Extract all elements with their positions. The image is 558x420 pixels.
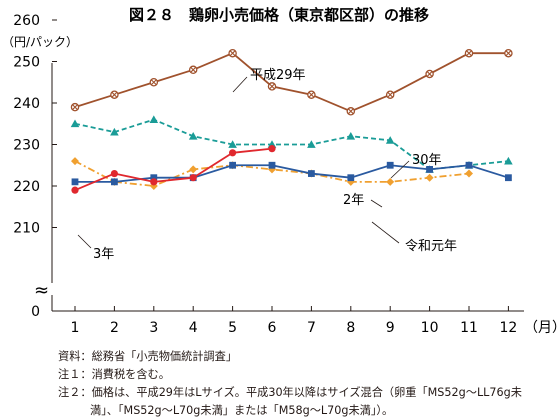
chart-title: 図２８ 鶏卵小売価格（東京都区部）の推移 — [129, 6, 429, 24]
note-1: 注１：消費税を含む。 — [58, 368, 170, 381]
data-point — [504, 48, 513, 58]
series-0 — [70, 48, 513, 116]
axis-break-gap — [44, 283, 58, 295]
data-point — [307, 90, 316, 99]
chart-notes: 資料：総務省「小売物価統計調査」 注１：消費税を含む。 注２：価格は、平成29年… — [58, 348, 553, 420]
x-tick-label: 1 — [71, 320, 80, 336]
series-line — [74, 118, 509, 171]
x-tick-label: 4 — [189, 320, 198, 336]
data-point — [229, 149, 237, 157]
data-point — [386, 161, 394, 169]
series-3 — [71, 161, 512, 186]
annotation-pointer-30 — [390, 160, 410, 179]
data-point — [189, 174, 197, 182]
data-point — [465, 169, 473, 178]
data-point — [150, 178, 158, 186]
y-tick-label: 220 — [13, 179, 40, 195]
data-point — [385, 136, 395, 144]
data-point — [425, 173, 434, 182]
x-tick-label: 10 — [421, 320, 439, 336]
series-line — [74, 147, 273, 191]
annotation-pointer-h29 — [232, 76, 248, 93]
data-point — [267, 82, 277, 91]
y-tick-label: 210 — [13, 221, 40, 237]
data-point — [386, 177, 395, 186]
data-point — [347, 174, 355, 182]
data-point — [426, 166, 433, 173]
data-point — [188, 132, 198, 140]
x-tick-label: 3 — [149, 320, 158, 336]
y-tick-label: 260 — [13, 13, 40, 29]
x-tick-label: 8 — [346, 320, 355, 336]
data-point — [346, 107, 356, 116]
data-point — [70, 119, 80, 128]
data-point — [149, 115, 159, 123]
data-point — [188, 65, 198, 75]
data-point — [71, 178, 79, 186]
data-point — [307, 140, 316, 148]
series-line — [74, 52, 509, 113]
data-point — [110, 127, 119, 136]
x-axis-unit-label: （月） — [524, 320, 558, 336]
series-4 — [71, 145, 276, 194]
y-tick-label: 250 — [13, 55, 40, 71]
annotations: 平成29年 30年 2年 令和元年 3年 — [77, 68, 457, 262]
annotation-pointer-3 — [77, 234, 92, 249]
data-point — [71, 186, 79, 194]
annotation-30: 30年 — [412, 153, 442, 168]
y-tick-label: 0 — [31, 304, 40, 320]
y-tick-label: 230 — [13, 138, 40, 154]
data-point — [268, 161, 276, 169]
x-tick-label: 11 — [460, 320, 478, 336]
data-point — [110, 90, 119, 99]
x-tick-label: 6 — [268, 320, 277, 336]
data-point — [149, 78, 159, 87]
x-tick-label: 2 — [110, 320, 119, 336]
series-1 — [70, 115, 513, 173]
data-point — [228, 48, 237, 58]
x-tick-label: 7 — [307, 320, 316, 336]
data-point — [464, 48, 474, 58]
data-point — [228, 140, 237, 148]
annotation-3: 3年 — [93, 247, 114, 262]
data-point — [71, 157, 79, 166]
data-point — [111, 178, 118, 186]
data-point — [385, 90, 395, 99]
y-axis-ticks: 0 210 220 230 240 250 260 — [13, 13, 57, 320]
annotation-pointer-r1 — [371, 221, 400, 244]
data-point — [465, 161, 473, 169]
y-tick-label: 240 — [13, 96, 40, 112]
x-tick-label: 12 — [499, 320, 517, 336]
source-note: 資料：総務省「小売物価統計調査」 — [58, 350, 238, 363]
data-point — [505, 174, 512, 182]
series-group — [70, 48, 513, 194]
data-point — [308, 170, 315, 177]
annotation-r1: 令和元年 — [405, 239, 457, 254]
data-point — [110, 169, 118, 178]
y-axis-unit-label: （円/パック） — [2, 35, 78, 49]
x-tick-label: 9 — [386, 320, 395, 336]
data-point — [189, 165, 198, 174]
data-point — [150, 174, 158, 182]
data-point — [504, 156, 513, 165]
series-line — [75, 164, 509, 183]
annotation-pointer-2 — [370, 199, 383, 208]
data-point — [70, 102, 80, 112]
note-2: 注２：価格は、平成29年はLサイズ。平成30年以降はサイズ混合（卵重「MS52g… — [58, 386, 522, 399]
data-point — [229, 161, 236, 169]
data-point — [425, 69, 434, 79]
data-point — [268, 145, 276, 153]
x-tick-label: 5 — [228, 320, 237, 336]
data-point — [346, 132, 356, 140]
x-axis-ticks: 1 2 3 4 5 6 7 8 9 10 11 12 — [71, 306, 517, 336]
annotation-2: 2年 — [343, 193, 364, 208]
note-2-continued: 満」、「MS52g～L70g未満」または「M58g～L70g未満」）。 — [90, 404, 394, 417]
axis-break-symbol: ≈ — [34, 280, 49, 301]
annotation-h29: 平成29年 — [250, 68, 306, 83]
